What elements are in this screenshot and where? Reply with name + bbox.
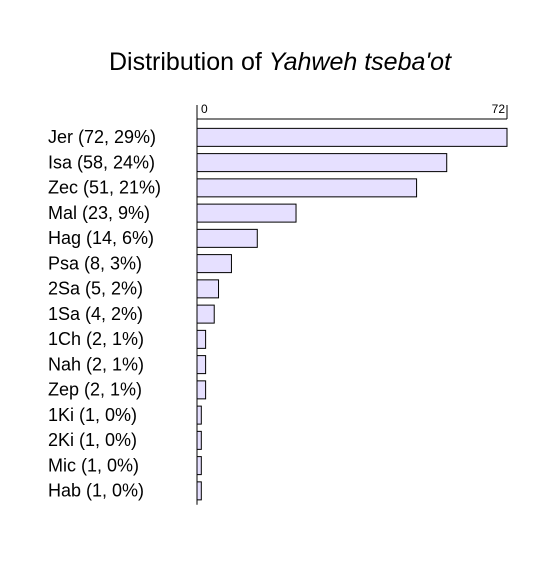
bar	[196, 329, 207, 349]
y-tick-label: Zec (51, 21%)	[48, 178, 161, 198]
y-tick-label: Jer (72, 29%)	[48, 127, 156, 147]
bar	[196, 380, 207, 400]
x-tick-label: 0	[201, 102, 208, 116]
x-tick-label: 72	[492, 102, 506, 116]
y-tick-label: Psa (8, 3%)	[48, 253, 142, 273]
y-tick-label: Nah (2, 1%)	[48, 354, 144, 374]
y-tick-label: 1Ki (1, 0%)	[48, 405, 137, 425]
chart-title: Distribution of Yahweh tseba'ot	[109, 48, 452, 76]
y-tick-label: 2Sa (5, 2%)	[48, 279, 143, 299]
y-tick-label: Hag (14, 6%)	[48, 228, 154, 248]
y-tick-label: 1Ch (2, 1%)	[48, 329, 144, 349]
bar	[196, 279, 220, 299]
bar	[196, 481, 202, 501]
y-tick-label: 2Ki (1, 0%)	[48, 430, 137, 450]
title-text: Distribution of	[109, 48, 262, 76]
bar	[196, 127, 508, 147]
bar	[196, 254, 232, 274]
bar	[196, 153, 448, 173]
bar	[196, 304, 215, 324]
y-tick-label: Zep (2, 1%)	[48, 380, 142, 400]
bar	[196, 405, 202, 425]
bar	[196, 203, 297, 223]
y-tick-label: 1Sa (4, 2%)	[48, 304, 143, 324]
bar	[196, 178, 418, 198]
bar	[196, 456, 202, 476]
bar	[196, 355, 207, 375]
title-italic: Yahweh tseba'ot	[269, 48, 452, 76]
y-tick-label: Hab (1, 0%)	[48, 481, 144, 501]
bar	[196, 430, 202, 450]
y-tick-label: Isa (58, 24%)	[48, 152, 155, 172]
bar	[196, 228, 258, 248]
y-tick-label: Mic (1, 0%)	[48, 455, 139, 475]
y-tick-label: Mal (23, 9%)	[48, 203, 150, 223]
